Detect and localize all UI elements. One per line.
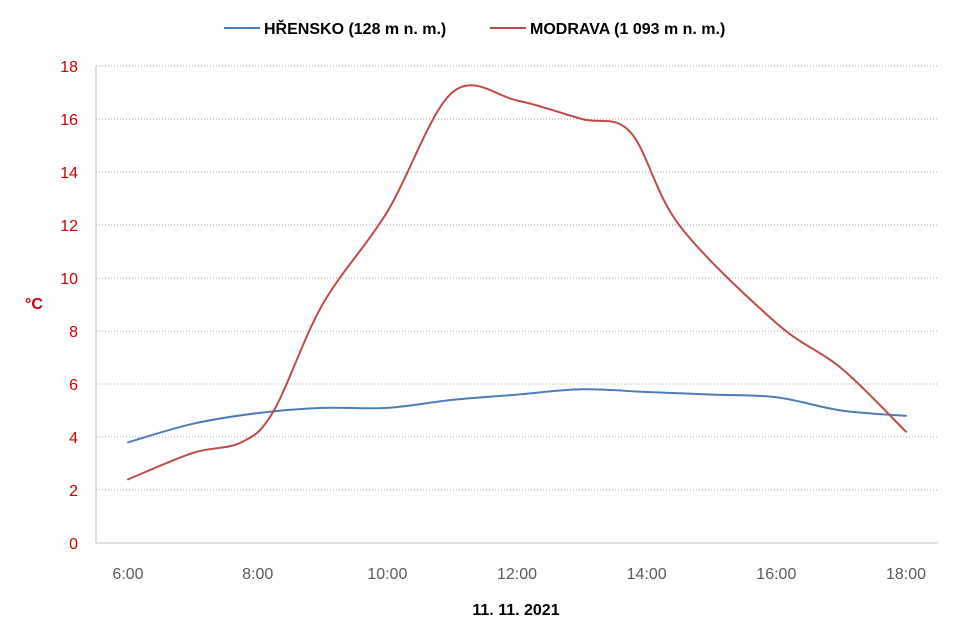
y-tick-label: 16: [60, 112, 78, 129]
y-tick-label: 14: [60, 165, 78, 182]
series-line-modrava: [127, 84, 907, 481]
x-tick-label: 6:00: [112, 566, 143, 583]
x-tick-label: 12:00: [497, 566, 537, 583]
x-tick-label: 16:00: [756, 566, 796, 583]
y-tick-label: 0: [69, 536, 78, 553]
y-tick-label: 4: [69, 430, 78, 447]
y-tick-label: 8: [69, 324, 78, 341]
x-tick-label: 8:00: [242, 566, 273, 583]
y-tick-label: 18: [60, 59, 78, 76]
series-line-hrensko: [127, 388, 907, 444]
y-tick-label: 10: [60, 271, 78, 288]
legend-label: MODRAVA (1 093 m n. m.): [530, 21, 725, 38]
y-tick-label: 6: [69, 377, 78, 394]
y-axis-label: °C: [25, 296, 43, 313]
y-tick-label: 2: [69, 483, 78, 500]
x-tick-label: 10:00: [367, 566, 407, 583]
x-axis-label: 11. 11. 2021: [472, 602, 559, 619]
x-tick-label: 14:00: [627, 566, 667, 583]
y-tick-label: 12: [60, 218, 78, 235]
legend-label: HŘENSKO (128 m n. m.): [264, 19, 446, 38]
x-tick-label: 18:00: [886, 566, 926, 583]
